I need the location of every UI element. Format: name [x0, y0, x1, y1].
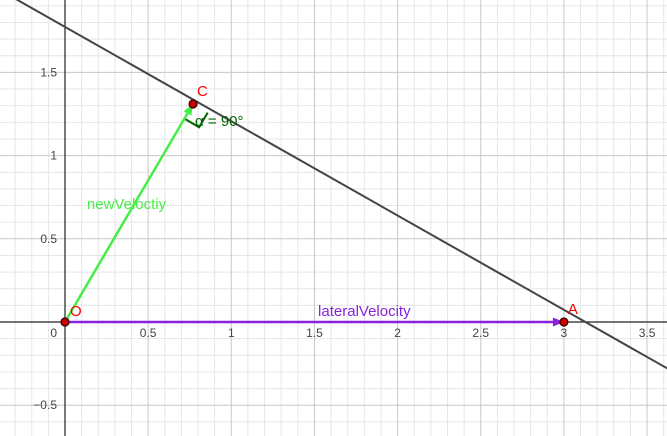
x-tick-label: 3 [561, 326, 568, 340]
x-tick-label: 2 [394, 326, 401, 340]
x-tick-label: 1 [228, 326, 235, 340]
point-a[interactable] [559, 317, 569, 327]
x-tick-label: 3.5 [639, 326, 656, 340]
x-tick-label: 0.5 [140, 326, 157, 340]
y-tick-labels: 1.5 1 0.5 −0.5 [33, 65, 57, 412]
lateral-velocity-label: lateralVelocity [318, 303, 411, 320]
point-c-label: C [197, 83, 208, 100]
new-velocity-label: newVeloctiy [87, 196, 167, 213]
y-tick-label: −0.5 [33, 398, 57, 412]
perpendicular-line[interactable] [0, 0, 667, 385]
right-angle-marker[interactable] [183, 112, 209, 129]
point-c[interactable] [188, 99, 198, 109]
y-tick-label: 1 [50, 149, 57, 163]
lateral-velocity-arrowhead [552, 317, 564, 327]
x-tick-label: 2.5 [472, 326, 489, 340]
point-a-label: A [568, 301, 578, 318]
y-tick-label: 0.5 [40, 232, 57, 246]
x-tick-label: 1.5 [306, 326, 323, 340]
angle-label: α = 90° [195, 113, 243, 130]
y-tick-label: 1.5 [40, 65, 57, 79]
origin-tick-label: 0 [50, 326, 57, 340]
point-o[interactable] [60, 317, 70, 327]
new-velocity-vector[interactable] [63, 112, 189, 323]
point-o-label: O [70, 303, 82, 320]
x-tick-labels: 0.5 1 1.5 2 2.5 3 3.5 [140, 326, 656, 340]
